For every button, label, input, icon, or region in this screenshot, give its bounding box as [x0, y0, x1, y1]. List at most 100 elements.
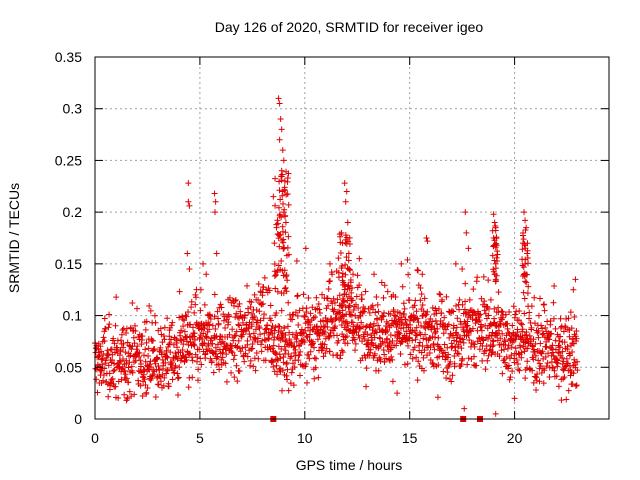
data-point	[269, 330, 276, 337]
data-point	[303, 305, 310, 312]
data-point	[453, 334, 460, 341]
data-point	[174, 344, 181, 351]
data-point	[284, 178, 291, 185]
data-point	[352, 340, 359, 347]
data-point	[274, 355, 281, 362]
data-point	[463, 309, 470, 316]
data-point	[568, 325, 575, 332]
data-point	[492, 278, 499, 285]
data-point	[567, 372, 574, 379]
data-point	[269, 345, 276, 352]
data-point	[262, 357, 269, 364]
data-point	[142, 346, 149, 353]
data-point	[454, 331, 461, 338]
data-point	[521, 272, 528, 279]
data-point	[381, 351, 388, 358]
data-point	[174, 392, 181, 399]
data-point	[514, 360, 521, 367]
data-point	[320, 323, 327, 330]
data-point	[225, 319, 232, 326]
data-point	[151, 345, 158, 352]
data-point	[123, 329, 130, 336]
data-point	[510, 303, 517, 310]
data-point	[487, 296, 494, 303]
data-point	[161, 374, 168, 381]
data-point	[521, 295, 528, 302]
data-point	[461, 306, 468, 313]
data-point	[126, 388, 133, 395]
data-point	[109, 357, 116, 364]
data-point	[282, 347, 289, 354]
data-point	[443, 293, 450, 300]
data-point	[546, 374, 553, 381]
data-point	[338, 303, 345, 310]
data-point	[319, 291, 326, 298]
data-point	[559, 348, 566, 355]
data-point	[164, 367, 171, 374]
data-point	[539, 325, 546, 332]
data-point	[491, 305, 498, 312]
data-point	[186, 350, 193, 357]
data-point	[470, 339, 477, 346]
data-point	[203, 334, 210, 341]
data-point	[485, 335, 492, 342]
data-point	[339, 240, 346, 247]
data-point	[405, 335, 412, 342]
data-point	[209, 349, 216, 356]
data-point	[392, 293, 399, 300]
data-point	[209, 322, 216, 329]
data-point	[285, 233, 292, 240]
data-point	[236, 322, 243, 329]
data-point	[130, 334, 137, 341]
data-point	[322, 335, 329, 342]
data-point	[117, 337, 124, 344]
data-point	[509, 322, 516, 329]
data-point	[415, 358, 422, 365]
data-point	[303, 360, 310, 367]
data-point	[132, 322, 139, 329]
data-point	[119, 355, 126, 362]
data-point	[376, 354, 383, 361]
data-point	[277, 196, 284, 203]
data-point	[105, 362, 112, 369]
data-point	[542, 353, 549, 360]
data-point	[544, 318, 551, 325]
data-point	[555, 383, 562, 390]
data-point	[426, 349, 433, 356]
data-point	[211, 291, 218, 298]
data-point	[133, 346, 140, 353]
data-point	[417, 297, 424, 304]
data-point	[101, 337, 108, 344]
data-point	[288, 369, 295, 376]
data-point	[228, 343, 235, 350]
data-point	[124, 394, 131, 401]
data-point	[569, 381, 576, 388]
data-point	[412, 332, 419, 339]
data-point	[410, 346, 417, 353]
data-point	[97, 343, 104, 350]
data-point	[259, 337, 266, 344]
data-point	[356, 324, 363, 331]
data-point	[389, 378, 396, 385]
data-point	[261, 274, 268, 281]
data-point	[178, 327, 185, 334]
data-point	[374, 315, 381, 322]
data-point	[490, 211, 497, 218]
data-point	[339, 302, 346, 309]
data-point	[157, 378, 164, 385]
data-point	[343, 333, 350, 340]
data-point	[335, 308, 342, 315]
data-point	[520, 289, 527, 296]
data-point	[264, 322, 271, 329]
data-point	[484, 357, 491, 364]
data-point	[277, 231, 284, 238]
data-point	[451, 360, 458, 367]
data-point	[348, 312, 355, 319]
x-tick-label: 20	[507, 430, 523, 446]
data-point	[493, 332, 500, 339]
data-point	[285, 387, 292, 394]
data-point	[265, 336, 272, 343]
data-point	[297, 348, 304, 355]
data-point	[311, 375, 318, 382]
data-point	[350, 307, 357, 314]
